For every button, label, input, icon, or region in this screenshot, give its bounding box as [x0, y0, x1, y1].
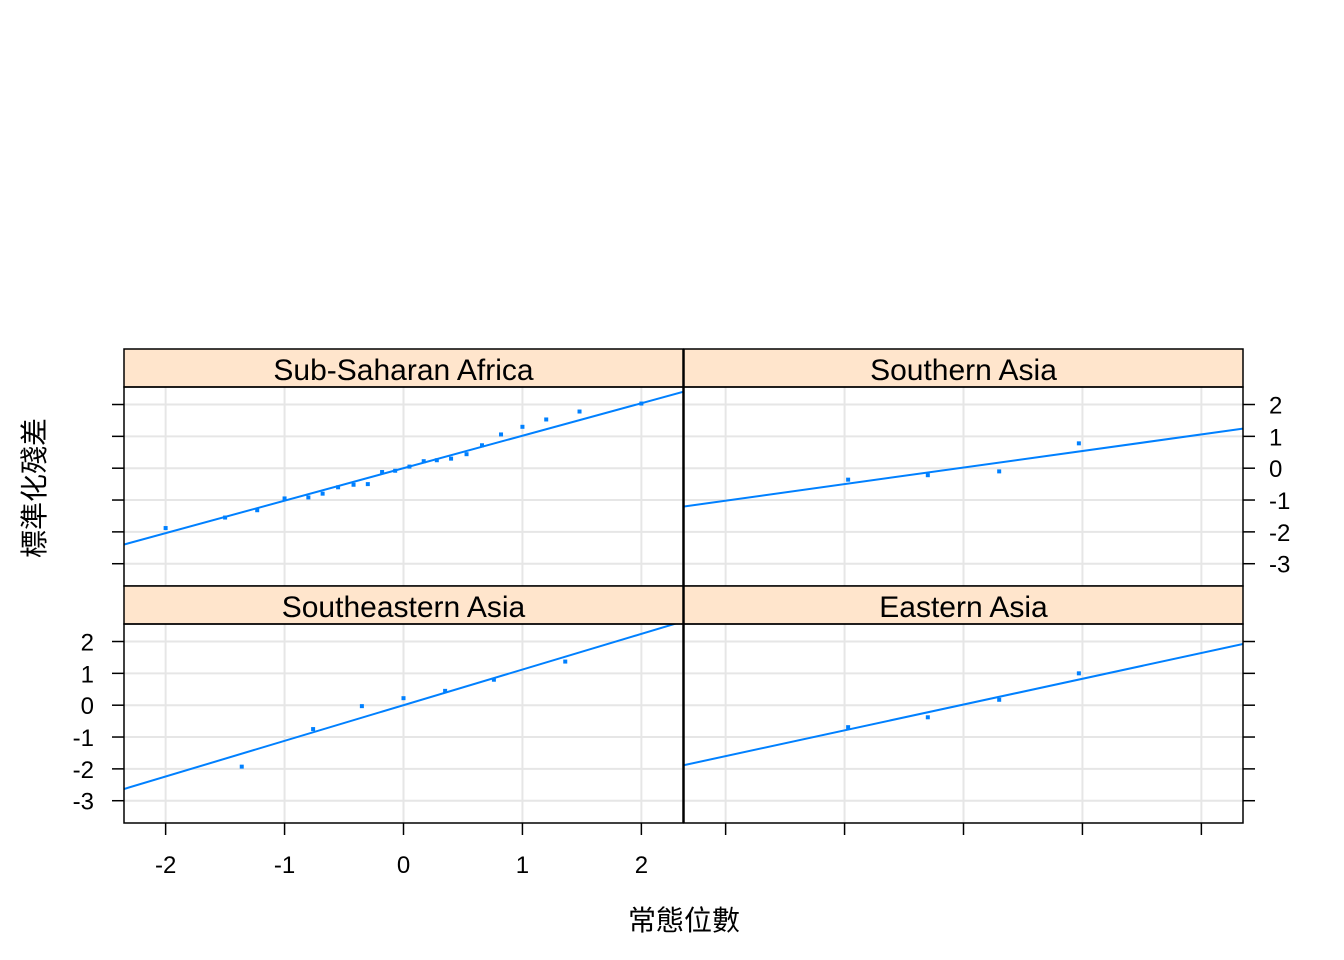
y-tick-label: -1 — [73, 725, 94, 752]
x-tick-label: -2 — [155, 852, 176, 879]
data-point-southern-asia — [997, 469, 1002, 474]
y-tick-label: 0 — [81, 693, 94, 720]
data-point-sub-saharan-africa — [365, 482, 370, 487]
data-point-sub-saharan-africa — [544, 417, 549, 422]
data-point-sub-saharan-africa — [223, 515, 228, 520]
panel-data-southern-asia — [684, 427, 1243, 508]
panel-data-sub-saharan-africa — [124, 390, 683, 546]
strip-southeastern-asia — [123, 585, 684, 625]
data-point-sub-saharan-africa — [320, 491, 325, 496]
data-point-southeastern-asia — [359, 704, 364, 709]
tick-layer: -3 -2 -1 0 1 2 -3 -2 -1 0 1 2 -2 -1 0 1 2 — [73, 393, 1291, 879]
data-point-sub-saharan-africa — [163, 526, 168, 531]
data-point-southeastern-asia — [491, 677, 496, 682]
y-tick-label: 0 — [1269, 456, 1282, 483]
y-tick-label: -1 — [1269, 488, 1290, 515]
strip-label-southeastern-asia: Southeastern Asia — [282, 591, 526, 624]
data-layer — [124, 390, 1243, 790]
x-tick-label: 1 — [516, 852, 529, 879]
data-point-southeastern-asia — [311, 727, 316, 732]
data-point-sub-saharan-africa — [255, 508, 260, 513]
reference-line-sub-saharan-africa — [124, 390, 683, 546]
x-tick-label: 0 — [397, 852, 410, 879]
strip-label-sub-saharan-africa: Sub-Saharan Africa — [273, 354, 533, 387]
strip-sub-saharan-africa — [123, 348, 684, 388]
data-point-eastern-asia — [925, 715, 930, 720]
y-axis-label: 標準化殘差 — [18, 418, 51, 558]
strip-label-southern-asia: Southern Asia — [870, 354, 1057, 387]
data-point-sub-saharan-africa — [282, 496, 287, 501]
data-point-southeastern-asia — [401, 696, 406, 701]
data-point-eastern-asia — [1076, 671, 1081, 676]
data-point-southeastern-asia — [443, 688, 448, 693]
data-point-sub-saharan-africa — [639, 401, 644, 406]
data-point-sub-saharan-africa — [479, 443, 484, 448]
panel-data-eastern-asia — [684, 642, 1243, 767]
data-point-southern-asia — [925, 473, 930, 478]
data-point-sub-saharan-africa — [464, 452, 469, 457]
data-point-southern-asia — [846, 477, 851, 482]
x-tick-label: -1 — [274, 852, 295, 879]
data-point-southeastern-asia — [239, 764, 244, 769]
data-point-sub-saharan-africa — [380, 470, 385, 475]
data-point-sub-saharan-africa — [499, 432, 504, 437]
frame-layer: Sub-Saharan Africa Southern Asia Southeast… — [123, 348, 1244, 824]
y-tick-label: -2 — [1269, 520, 1290, 547]
data-point-sub-saharan-africa — [520, 424, 525, 429]
reference-line-southeastern-asia — [124, 624, 678, 790]
strip-label-eastern-asia: Eastern Asia — [879, 591, 1048, 624]
data-point-sub-saharan-africa — [393, 468, 398, 473]
y-tick-label: 1 — [81, 661, 94, 688]
data-point-sub-saharan-africa — [407, 464, 412, 469]
data-point-southeastern-asia — [563, 659, 568, 664]
panel-data-southeastern-asia — [124, 624, 678, 790]
data-point-eastern-asia — [997, 697, 1002, 702]
y-tick-label: 2 — [1269, 393, 1282, 420]
x-tick-label: 2 — [635, 852, 648, 879]
data-point-eastern-asia — [846, 725, 851, 730]
data-point-sub-saharan-africa — [449, 456, 454, 461]
y-tick-label: 1 — [1269, 424, 1282, 451]
x-axis-label: 常態位數 — [628, 904, 740, 937]
y-tick-label: -2 — [73, 757, 94, 784]
data-point-sub-saharan-africa — [434, 458, 439, 463]
data-point-southern-asia — [1076, 441, 1081, 446]
y-tick-label: 2 — [81, 630, 94, 657]
data-point-sub-saharan-africa — [351, 482, 356, 487]
reference-line-eastern-asia — [684, 642, 1243, 767]
data-point-sub-saharan-africa — [577, 409, 582, 414]
data-point-sub-saharan-africa — [336, 485, 341, 490]
y-tick-label: -3 — [1269, 552, 1290, 579]
reference-line-southern-asia — [684, 427, 1243, 508]
data-point-sub-saharan-africa — [421, 459, 426, 464]
strip-eastern-asia — [683, 585, 1244, 625]
y-tick-label: -3 — [73, 789, 94, 816]
data-point-sub-saharan-africa — [306, 495, 311, 500]
